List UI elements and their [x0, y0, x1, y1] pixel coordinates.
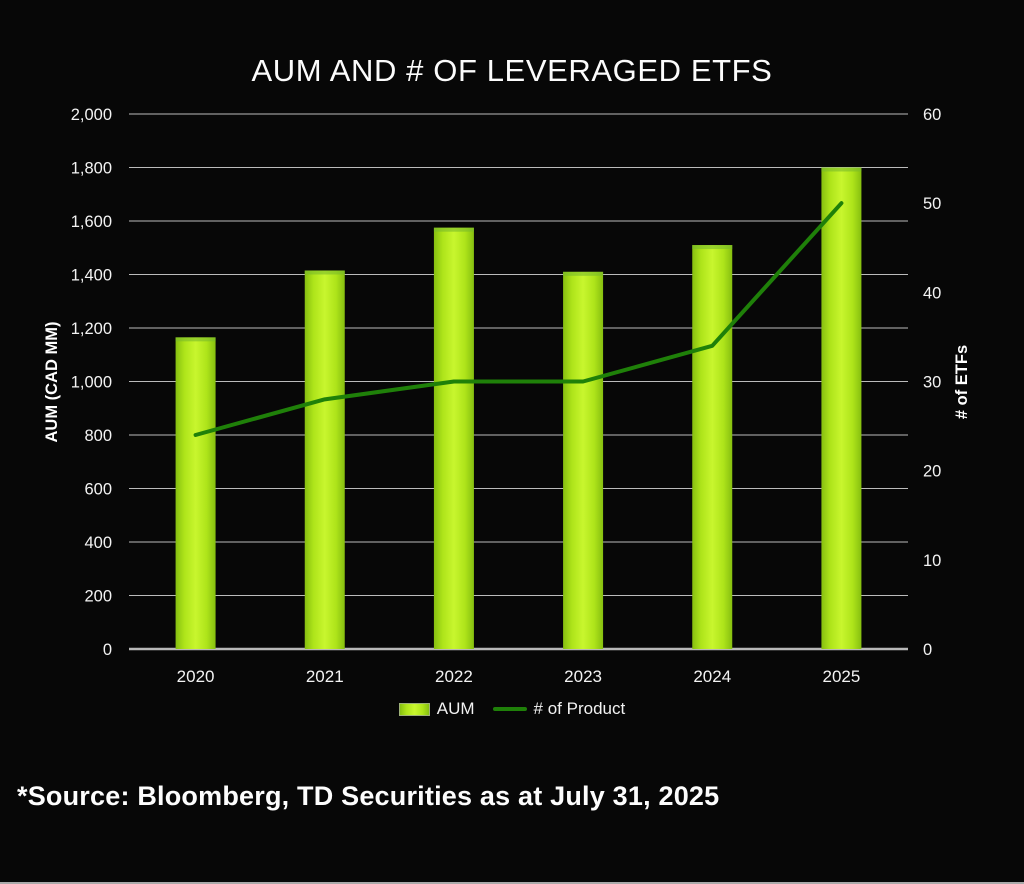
svg-text:200: 200 [84, 588, 112, 606]
combo-chart: 02004006008001,0001,2001,4001,6001,8002,… [43, 106, 971, 686]
svg-text:600: 600 [84, 481, 112, 499]
svg-text:2,000: 2,000 [71, 106, 112, 124]
svg-text:1,800: 1,800 [71, 160, 112, 178]
right-axis-tick-labels: 0 10 20 30 40 50 60 [923, 106, 941, 659]
chart-legend: AUM # of Product [0, 699, 1024, 719]
svg-text:20: 20 [923, 463, 941, 481]
svg-text:1,000: 1,000 [71, 374, 112, 392]
svg-text:2022: 2022 [435, 667, 473, 686]
legend-label-product: # of Product [533, 699, 626, 718]
svg-text:30: 30 [923, 374, 941, 392]
svg-text:2023: 2023 [564, 667, 602, 686]
gridlines [129, 113, 908, 651]
svg-text:10: 10 [923, 552, 941, 570]
svg-text:2024: 2024 [693, 667, 731, 686]
bar-swatch-icon [398, 702, 430, 716]
aum-bars [175, 167, 862, 649]
svg-text:0: 0 [103, 641, 112, 659]
svg-text:400: 400 [84, 534, 112, 552]
bottom-border [0, 882, 1024, 884]
svg-text:1,400: 1,400 [71, 267, 112, 285]
chart-title: AUM AND # OF LEVERAGED ETFS [251, 53, 773, 88]
product-count-line [193, 201, 844, 437]
legend-label-aum: AUM [436, 699, 475, 718]
line-swatch-icon [492, 707, 527, 711]
svg-text:800: 800 [84, 427, 112, 445]
svg-text:50: 50 [923, 195, 941, 213]
svg-text:2025: 2025 [823, 667, 861, 686]
legend-item-aum: AUM [398, 699, 475, 719]
svg-text:1,200: 1,200 [71, 320, 112, 338]
svg-text:2021: 2021 [306, 667, 344, 686]
svg-text:60: 60 [923, 106, 941, 124]
left-axis-tick-labels: 0 200 400 600 800 1,000 1,200 1,400 1,600 1,800 2,… [71, 106, 112, 659]
svg-text:2020: 2020 [177, 667, 215, 686]
right-axis-title: # of ETFs [953, 345, 971, 419]
legend-item-product: # of Product [492, 699, 626, 719]
x-axis-category-labels: 2020 2021 2022 2023 2024 2025 [177, 667, 861, 686]
left-axis-title: AUM (CAD MM) [43, 322, 61, 443]
svg-text:1,600: 1,600 [71, 213, 112, 231]
svg-text:0: 0 [923, 641, 932, 659]
source-note: *Source: Bloomberg, TD Securities as at … [17, 781, 720, 811]
svg-text:40: 40 [923, 284, 941, 302]
